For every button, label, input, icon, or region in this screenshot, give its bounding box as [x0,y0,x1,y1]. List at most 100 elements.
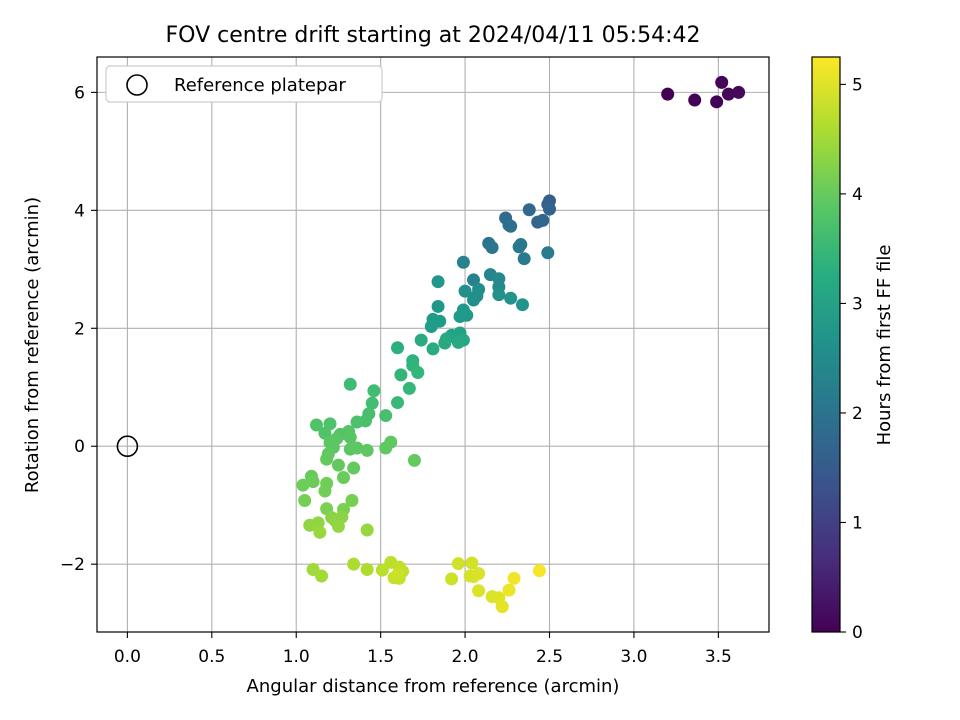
data-point [296,478,310,492]
data-point [485,240,499,254]
colorbar-tick-label: 3 [852,294,863,314]
data-point [515,298,529,312]
data-point [402,381,416,395]
data-point [303,518,317,532]
data-point [472,584,486,598]
data-point [313,525,327,539]
data-point [337,470,351,484]
data-point [360,562,374,576]
data-point [360,443,374,457]
legend-entry: Reference platepar [174,75,346,96]
x-tick-label: 1.0 [283,647,310,667]
data-point [688,93,702,107]
data-point [350,415,364,429]
legend: Reference platepar [105,65,383,103]
colorbar-tick-label: 4 [852,185,863,205]
x-tick-label: 3.0 [620,647,647,667]
data-points [296,75,746,614]
y-axis-label: Rotation from reference (arcmin) [22,197,43,493]
data-point [445,572,459,586]
data-point [431,299,445,313]
colorbar-label: Hours from first FF file [874,245,895,446]
data-point [451,335,465,349]
data-point [522,203,536,217]
x-axis-ticks: 0.0 0.5 1.0 1.5 2.0 2.5 3.0 3.5 [114,632,732,667]
colorbar-tick-label: 0 [852,623,863,643]
data-point [502,583,516,597]
data-point [367,384,381,398]
y-tick-label: 2 [74,319,85,339]
x-tick-label: 0.5 [198,647,225,667]
data-point [391,341,405,355]
data-point [504,291,518,305]
data-point [541,246,555,260]
data-point [394,368,408,382]
data-point [456,255,470,269]
data-point [365,396,379,410]
data-point [543,202,557,216]
y-tick-label: 4 [74,201,85,221]
data-point [431,275,445,289]
colorbar-tick-label: 1 [852,513,863,533]
data-point [451,557,465,571]
data-point [331,519,345,533]
data-point [347,557,361,571]
data-point [345,493,359,507]
data-point [414,333,428,347]
data-point [315,569,329,583]
data-point [309,418,323,432]
data-point [453,309,467,323]
data-point [360,523,374,537]
data-point [407,453,421,467]
data-point [661,87,675,101]
data-point [298,493,312,507]
data-point [495,600,509,614]
reference-point-marker [116,435,139,458]
data-point [472,567,486,581]
data-point [710,95,724,109]
colorbar-gradient [811,56,841,633]
data-point [492,288,506,302]
data-point [347,461,361,475]
data-point [721,87,735,101]
data-point [411,366,425,380]
data-point [384,435,398,449]
data-point [331,458,345,472]
data-point [465,556,479,570]
data-point [391,568,405,582]
data-point [379,409,393,423]
data-point [531,215,545,229]
data-point [507,571,521,585]
colorbar-tick-label: 2 [852,404,863,424]
legend-marker [126,74,148,96]
data-point [320,452,334,466]
x-axis-label: Angular distance from reference (arcmin) [247,676,620,697]
x-tick-label: 1.5 [367,647,394,667]
y-tick-label: −2 [60,555,85,575]
data-point [514,238,528,252]
data-point [306,475,320,489]
legend-box [105,65,383,103]
x-tick-label: 2.0 [452,647,479,667]
data-point [517,252,531,266]
y-axis-ticks: −2 0 2 4 6 [60,83,97,575]
colorbar: 0 1 2 3 4 5 Hours from first FF file [811,56,895,643]
data-point [532,564,546,578]
data-point [715,75,729,89]
data-point [375,563,389,577]
data-point [343,430,357,444]
data-point [438,336,452,350]
y-tick-label: 0 [74,437,85,457]
y-tick-label: 6 [74,83,85,103]
chart-title: FOV centre drift starting at 2024/04/11 … [166,23,701,48]
x-tick-label: 3.5 [705,647,732,667]
data-point [426,342,440,356]
data-point [424,320,438,334]
x-tick-label: 2.5 [536,647,563,667]
x-tick-label: 0.0 [114,647,141,667]
data-point [467,293,481,307]
data-point [504,219,518,233]
colorbar-ticks: 0 1 2 3 4 5 [840,75,863,643]
data-point [732,85,746,99]
